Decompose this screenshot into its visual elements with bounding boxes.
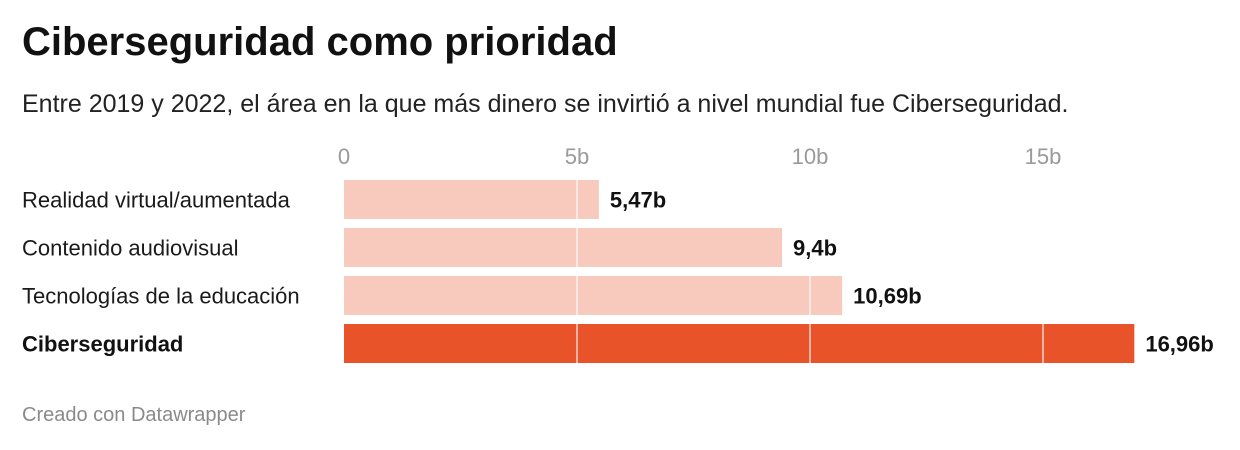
- category-label: Tecnologías de la educación: [22, 284, 300, 309]
- bar: [344, 180, 599, 219]
- x-tick-label: 5b: [565, 144, 589, 169]
- labels: Realidad virtual/aumentada 5,47b Contenido…: [22, 188, 1214, 357]
- value-label: 10,69b: [853, 284, 922, 309]
- value-label: 5,47b: [610, 188, 666, 213]
- bar: [344, 324, 1135, 363]
- gridlines: [576, 180, 1044, 363]
- category-label: Ciberseguridad: [22, 332, 183, 357]
- x-tick-label: 15b: [1025, 144, 1062, 169]
- category-label: Realidad virtual/aumentada: [22, 188, 291, 213]
- bar: [344, 228, 783, 267]
- bar-chart: 0 5b 10b 15b Realidad virtual/aumentada 5,47…: [22, 144, 1214, 363]
- credit-footer: Creado con Datawrapper: [22, 404, 246, 426]
- bars: [344, 180, 1135, 363]
- chart-title: Ciberseguridad como prioridad: [22, 20, 618, 64]
- value-label: 16,96b: [1145, 332, 1214, 357]
- category-label: Contenido audiovisual: [22, 236, 239, 261]
- x-tick-label: 0: [338, 144, 350, 169]
- x-tick-label: 10b: [792, 144, 829, 169]
- bar: [344, 276, 843, 315]
- value-label: 9,4b: [793, 236, 837, 261]
- x-axis-ticks: 0 5b 10b 15b: [338, 144, 1061, 169]
- chart-subtitle: Entre 2019 y 2022, el área en la que más…: [22, 90, 1069, 118]
